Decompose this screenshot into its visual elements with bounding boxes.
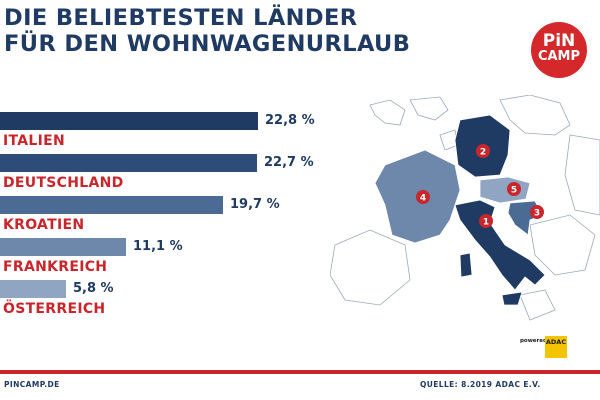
map-marker-germany: 2 <box>476 144 490 158</box>
bar-kroatien <box>0 196 223 214</box>
map-background <box>330 95 600 321</box>
bar-value-label: 5,8 % <box>73 281 114 296</box>
bar-value-label: 11,1 % <box>133 239 183 254</box>
logo-line-1: PiN <box>542 31 576 51</box>
bar-value-label: 19,7 % <box>230 197 280 212</box>
bar-italien <box>0 112 258 130</box>
svg-text:3: 3 <box>534 209 540 219</box>
footer-divider <box>0 370 600 374</box>
map-austria <box>479 176 531 204</box>
title-line-1: DIE BELIEBTESTEN LÄNDER <box>4 5 358 31</box>
europe-map: 1 2 3 4 5 <box>330 95 600 321</box>
svg-text:1: 1 <box>483 218 489 228</box>
map-sardinia <box>459 252 473 278</box>
bar-category-label: FRANKREICH <box>3 259 108 275</box>
svg-text:5: 5 <box>511 186 517 196</box>
map-marker-austria: 5 <box>507 182 521 196</box>
bar-frankreich <box>0 238 126 256</box>
bar-value-label: 22,7 % <box>264 155 314 170</box>
chart-title: DIE BELIEBTESTEN LÄNDER FÜR DEN WOHNWAGE… <box>4 5 434 57</box>
bar-category-label: ITALIEN <box>3 133 66 149</box>
footer-website[interactable]: PINCAMP.DE <box>4 380 60 389</box>
map-italy <box>454 199 546 291</box>
bar-deutschland <box>0 154 257 172</box>
title-line-2: FÜR DEN WOHNWAGENURLAUB <box>4 31 411 57</box>
svg-text:2: 2 <box>480 148 486 158</box>
bar-österreich <box>0 280 66 298</box>
bar-category-label: KROATIEN <box>3 217 85 233</box>
bar-category-label: ÖSTERREICH <box>3 301 106 317</box>
map-marker-france: 4 <box>416 190 430 204</box>
map-sicily <box>501 291 523 306</box>
footer-source: QUELLE: 8.2019 ADAC E.V. <box>420 380 541 389</box>
map-marker-croatia: 3 <box>530 205 544 219</box>
svg-text:4: 4 <box>420 194 426 204</box>
powered-by-text: powered by <box>520 338 557 344</box>
bar-value-label: 22,8 % <box>265 113 315 128</box>
adac-logo: ADAC <box>545 336 567 358</box>
map-marker-italy: 1 <box>479 214 493 228</box>
pincamp-logo[interactable]: PiN CAMP <box>531 22 587 78</box>
bar-category-label: DEUTSCHLAND <box>3 175 124 191</box>
bar-chart: 22,8 % ITALIEN 22,7 % DEUTSCHLAND 19,7 % KROA… <box>0 0 340 330</box>
logo-line-2: CAMP <box>537 49 581 64</box>
